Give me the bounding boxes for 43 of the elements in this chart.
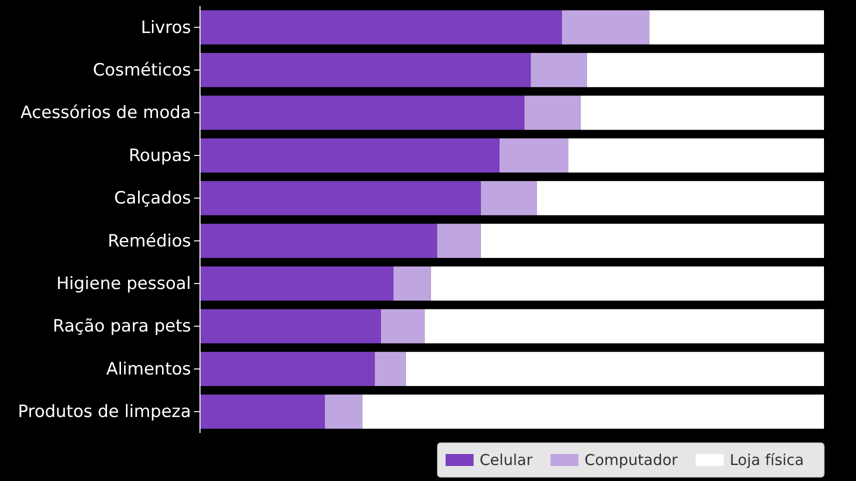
bar	[200, 181, 481, 216]
bar	[424, 309, 824, 344]
bar	[580, 96, 824, 130]
y-tick-label: Higiene pessoal	[56, 274, 191, 294]
bar	[380, 309, 425, 344]
bar	[568, 138, 824, 173]
bar	[374, 352, 406, 386]
bar	[649, 10, 824, 44]
y-tick-label: Ração para pets	[52, 316, 192, 337]
y-tick-label: Calçados	[114, 188, 192, 209]
bar	[562, 10, 650, 44]
bar	[500, 138, 568, 173]
bar	[324, 394, 362, 429]
y-tick-label: Remédios	[108, 231, 192, 252]
bar	[437, 224, 481, 258]
bar	[200, 138, 500, 173]
y-tick-label: Cosméticos	[92, 60, 192, 80]
bar	[430, 266, 824, 301]
bar	[200, 309, 381, 344]
bar	[200, 10, 562, 44]
bar	[406, 352, 824, 386]
bar	[393, 266, 431, 301]
bar	[362, 394, 824, 429]
y-tick-label: Acessórios de moda	[20, 103, 191, 124]
bar	[530, 52, 587, 88]
bar	[536, 181, 824, 216]
bar	[200, 352, 375, 386]
bar	[586, 52, 824, 88]
bar	[524, 96, 581, 130]
y-tick-label: Alimentos	[106, 359, 192, 380]
bar	[200, 224, 438, 258]
bar	[200, 96, 524, 130]
legend-label: Computador	[584, 451, 679, 469]
bar	[480, 181, 537, 216]
bar	[200, 266, 394, 301]
bar	[480, 224, 824, 258]
y-tick-label: Roupas	[128, 146, 192, 166]
y-tick-label: Livros	[140, 18, 192, 38]
bar	[200, 394, 325, 429]
bar	[200, 52, 531, 88]
y-tick-label: Produtos de limpeza	[18, 402, 191, 422]
legend-label: Celular	[480, 451, 534, 469]
legend-label: Loja física	[730, 451, 804, 469]
